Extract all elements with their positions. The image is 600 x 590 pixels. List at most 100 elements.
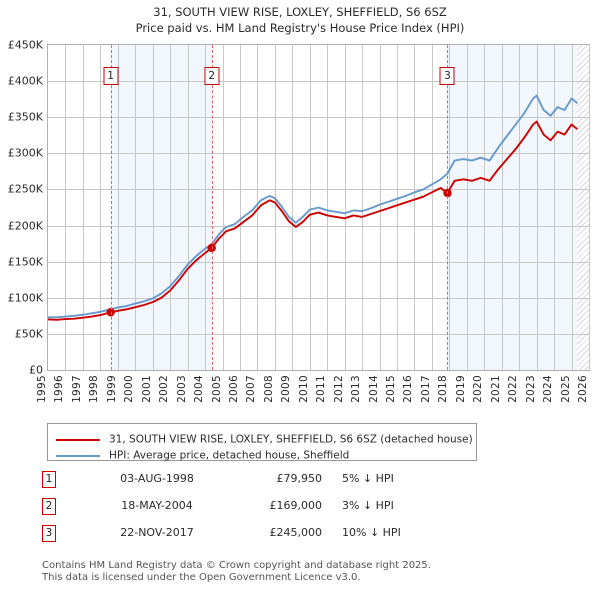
gridline-v-4: [117, 45, 119, 370]
hpi-average-line: [48, 94, 578, 319]
legend-label-2: HPI: Average price, detached house, Shef…: [109, 449, 350, 462]
legend-swatch-1: [56, 438, 100, 441]
gridline-v-11: [239, 45, 241, 370]
x-tick-label-4: 1999: [105, 375, 118, 403]
gridline-h-8: [48, 81, 589, 83]
x-tick-label-29: 2024: [542, 375, 555, 403]
gridline-v-30: [571, 45, 573, 370]
x-tick-label-31: 2026: [577, 375, 589, 403]
projection-hatch-band: [576, 45, 589, 370]
row-marker-badge: 1: [42, 471, 56, 488]
x-tick-label-2: 1997: [70, 375, 83, 403]
gridline-v-15: [309, 45, 311, 370]
gridline-v-26: [501, 45, 503, 370]
y-axis-labels: £0 £50K £100K £150K £200K £250K £300K £350K £400…: [0, 39, 47, 377]
shaded-band-1: [110, 45, 212, 370]
x-tick-label-12: 2007: [245, 375, 258, 403]
x-tick-label-21: 2016: [402, 375, 415, 403]
x-tick-label-24: 2019: [454, 375, 467, 403]
gridline-v-17: [344, 45, 346, 370]
x-tick-label-1: 1996: [53, 375, 66, 403]
gridline-v-6: [152, 45, 154, 370]
gridline-v-3: [100, 45, 102, 370]
transactions-table: 1 03-AUG-1998 £79,950 5% ↓ HPI 2 18-MAY-2004 £…: [42, 470, 462, 551]
gridline-v-21: [414, 45, 416, 370]
chart-area: 1 2 3: [0, 40, 600, 375]
y-tick-label-7: £350K: [7, 110, 43, 124]
gridline-v-28: [536, 45, 538, 370]
transaction-line-1: [110, 45, 112, 370]
gridline-v-9: [205, 45, 207, 370]
legend-entry-1: 31, SOUTH VIEW RISE, LOXLEY, SHEFFIELD, …: [56, 429, 473, 446]
chart-title: 31, SOUTH VIEW RISE, LOXLEY, SHEFFIELD, …: [0, 4, 600, 36]
gridline-v-19: [379, 45, 381, 370]
gridline-v-16: [327, 45, 329, 370]
x-tick-label-15: 2010: [297, 375, 310, 403]
gridline-v-5: [135, 45, 137, 370]
gridline-v-29: [554, 45, 556, 370]
gridline-v-24: [466, 45, 468, 370]
row-hpi-delta: 3% ↓ HPI: [342, 499, 394, 512]
x-tick-label-5: 2000: [123, 375, 136, 403]
row-sale-price: £169,000: [269, 499, 323, 512]
gridline-h-2: [48, 297, 589, 299]
gridline-v-27: [519, 45, 521, 370]
y-tick-label-2: £100K: [7, 291, 43, 305]
property-price-line: [48, 120, 578, 321]
x-tick-label-16: 2011: [315, 375, 328, 403]
gridline-h-1: [48, 333, 589, 335]
y-tick-label-4: £200K: [7, 219, 43, 233]
x-tick-label-11: 2006: [227, 375, 240, 403]
x-tick-label-6: 2001: [140, 375, 153, 403]
x-tick-label-19: 2014: [367, 375, 380, 403]
gridline-h-6: [48, 153, 589, 155]
gridline-h-5: [48, 189, 589, 191]
x-tick-label-3: 1998: [88, 375, 101, 403]
x-tick-label-26: 2021: [489, 375, 502, 403]
transaction-line-3: [447, 45, 449, 370]
y-tick-label-8: £400K: [7, 74, 43, 88]
row-sale-price: £79,950: [276, 472, 323, 485]
x-tick-label-7: 2002: [158, 375, 171, 403]
chart-title-line-2: Price paid vs. HM Land Registry's House …: [135, 21, 465, 35]
x-tick-label-13: 2008: [262, 375, 275, 403]
x-tick-label-27: 2022: [507, 375, 520, 403]
row-marker-badge: 2: [42, 498, 56, 515]
table-row[interactable]: 3 22-NOV-2017 £245,000 10% ↓ HPI: [42, 524, 462, 551]
x-tick-label-18: 2013: [350, 375, 363, 403]
gridline-h-7: [48, 117, 589, 119]
chart-title-line-1: 31, SOUTH VIEW RISE, LOXLEY, SHEFFIELD, …: [153, 5, 447, 19]
row-sale-price: £245,000: [269, 526, 323, 539]
transaction-flag-1[interactable]: 1: [103, 67, 119, 85]
transaction-flag-3[interactable]: 3: [439, 67, 455, 85]
x-tick-label-17: 2012: [332, 375, 345, 403]
y-tick-label-5: £250K: [7, 182, 43, 196]
gridline-v-20: [397, 45, 399, 370]
x-tick-label-28: 2023: [524, 375, 537, 403]
x-tick-label-0: 1995: [36, 375, 48, 403]
transaction-line-2: [211, 45, 213, 370]
row-hpi-delta: 10% ↓ HPI: [342, 526, 401, 539]
footer-line-1: Contains HM Land Registry data © Crown c…: [42, 560, 431, 571]
legend-swatch-2: [56, 454, 100, 457]
transaction-flag-2[interactable]: 2: [204, 67, 220, 85]
table-row[interactable]: 1 03-AUG-1998 £79,950 5% ↓ HPI: [42, 470, 462, 497]
x-axis-labels: 1995 1996 1997 1998 1999 2000 2001 2002 2003 2004…: [36, 375, 590, 415]
x-tick-label-30: 2025: [559, 375, 572, 403]
gridline-v-31: [589, 45, 590, 370]
shaded-band-2: [447, 45, 589, 370]
y-tick-label-6: £300K: [7, 146, 43, 160]
x-tick-label-25: 2020: [472, 375, 485, 403]
table-row[interactable]: 2 18-MAY-2004 £169,000 3% ↓ HPI: [42, 497, 462, 524]
gridline-h-4: [48, 225, 589, 227]
y-tick-label-0: £0: [29, 363, 43, 377]
gridline-v-23: [449, 45, 451, 370]
gridline-v-10: [222, 45, 224, 370]
gridline-v-7: [170, 45, 172, 370]
row-marker-badge: 3: [42, 525, 56, 542]
gridline-v-25: [484, 45, 486, 370]
gridline-v-22: [431, 45, 433, 370]
x-tick-label-23: 2018: [437, 375, 450, 403]
footer-line-2: This data is licensed under the Open Gov…: [42, 572, 361, 583]
